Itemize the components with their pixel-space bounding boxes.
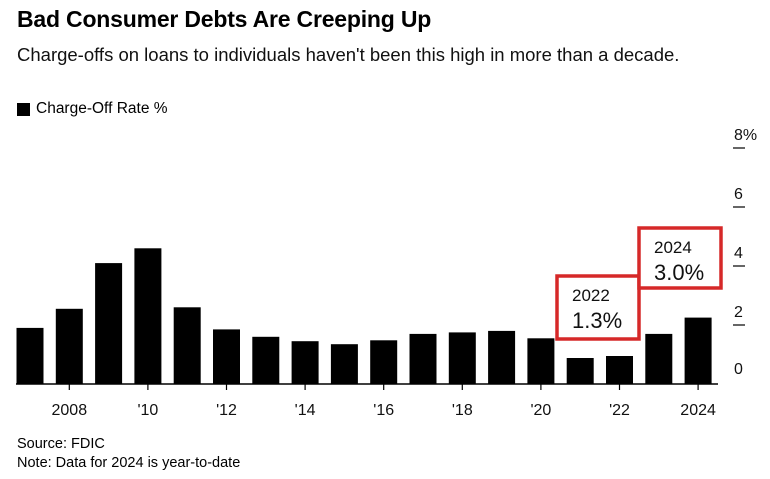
x-tick-label: '12 xyxy=(216,402,237,419)
x-tick-label: '16 xyxy=(373,402,394,419)
y-tick-label: 4 xyxy=(734,245,743,262)
legend-swatch xyxy=(17,102,30,116)
y-tick-label: 8% xyxy=(734,127,757,144)
x-tick-label: '10 xyxy=(137,402,158,419)
bar xyxy=(488,330,516,384)
note-text: Note: Data for 2024 is year-to-date xyxy=(17,455,241,471)
x-tick-label: '14 xyxy=(295,402,316,419)
chart-title: Bad Consumer Debts Are Creeping Up xyxy=(17,6,432,32)
bar xyxy=(527,338,555,384)
annotation-year: 2024 xyxy=(654,238,692,257)
bar xyxy=(291,341,319,384)
x-tick-label: '18 xyxy=(452,402,473,419)
bar xyxy=(684,317,712,384)
bar xyxy=(448,332,476,384)
legend-label: Charge-Off Rate % xyxy=(36,100,168,117)
x-tick-label: '22 xyxy=(609,402,630,419)
bar xyxy=(213,329,240,384)
bar xyxy=(252,336,280,384)
annotation-box xyxy=(555,274,641,341)
footnotes: Source: FDIC Note: Data for 2024 is year… xyxy=(17,435,240,473)
annotation-box xyxy=(637,226,723,290)
bar xyxy=(16,327,44,384)
annotation-value: 3.0% xyxy=(654,260,704,285)
annotation-year: 2022 xyxy=(572,286,610,305)
bar xyxy=(134,248,162,384)
source-text: Source: FDIC xyxy=(17,436,105,452)
bar xyxy=(645,333,673,384)
y-tick-label: 2 xyxy=(734,304,743,321)
bar xyxy=(409,333,437,384)
bar xyxy=(173,307,201,384)
annotation-value: 1.3% xyxy=(572,308,622,333)
x-tick-label: 2024 xyxy=(680,402,716,419)
bar xyxy=(330,344,358,384)
bar xyxy=(370,340,398,384)
y-tick-label: 0 xyxy=(734,361,743,378)
x-tick-label: '20 xyxy=(530,402,551,419)
x-tick-label: 2008 xyxy=(52,402,88,419)
y-tick-label: 6 xyxy=(734,186,743,203)
bar xyxy=(566,358,594,384)
bar xyxy=(55,308,83,384)
bar xyxy=(606,356,633,384)
bar xyxy=(95,263,123,384)
chart-subtitle: Charge-offs on loans to individuals have… xyxy=(17,44,680,65)
legend: Charge-Off Rate % xyxy=(17,100,168,118)
